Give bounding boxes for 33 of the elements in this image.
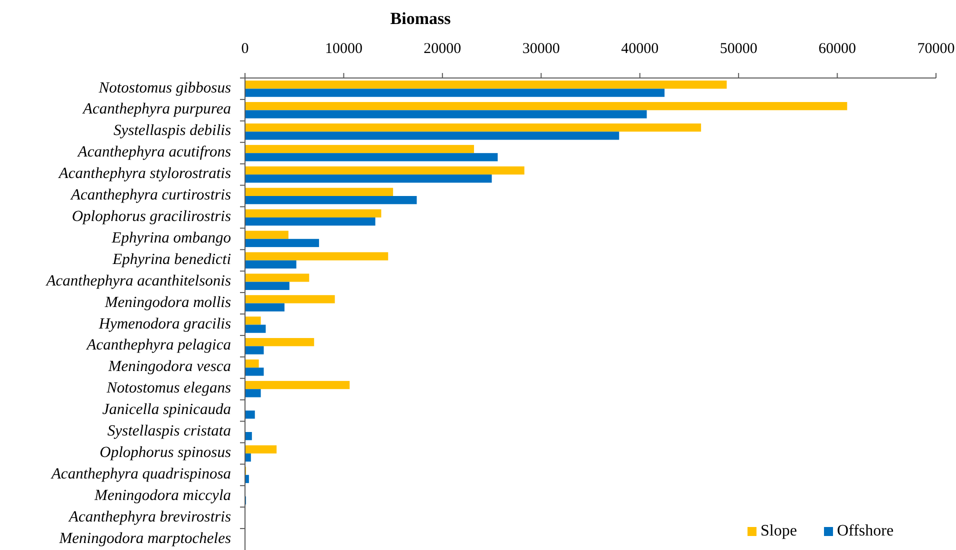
- y-tick-label: Acanthephyra acutifrons: [76, 144, 231, 161]
- y-tick-label: Meningodora mollis: [104, 294, 231, 311]
- y-tick-label: Acanthephyra brevirostris: [68, 508, 231, 526]
- legend-label: Offshore: [837, 522, 894, 540]
- x-tick-label: 10000: [324, 41, 362, 57]
- chart-title: Biomass: [390, 9, 452, 28]
- x-tick-label: 40000: [621, 41, 659, 57]
- y-tick-label: Acanthephyra stylorostratis: [58, 165, 231, 182]
- y-tick-label: Acanthephyra purpurea: [82, 100, 232, 118]
- y-tick-label: Oplophorus spinosus: [100, 444, 231, 462]
- x-tick-label: 70000: [917, 41, 955, 57]
- y-tick-label: Ephyrina ombango: [110, 229, 232, 246]
- y-tick-label: Meningodora vesca: [107, 358, 232, 376]
- y-tick-label: Acanthephyra quadrispinosa: [50, 465, 232, 482]
- x-tick-label: 20000: [424, 41, 462, 57]
- y-tick-label: Notostomus elegans: [106, 380, 231, 397]
- y-tick-label: Acanthephyra pelagica: [86, 336, 232, 354]
- y-tick-label: Acanthephyra curtirostris: [70, 186, 231, 204]
- y-tick-label: Systellaspis cristata: [107, 422, 232, 440]
- y-tick-label: Notostomus gibbosus: [98, 79, 231, 96]
- y-tick-label: Ephyrina benedicti: [112, 250, 231, 268]
- x-tick-label: 0: [241, 41, 249, 57]
- y-tick-label: Meningodora marptocheles: [58, 530, 231, 547]
- legend-label: Slope: [760, 522, 797, 540]
- y-tick-label: Acanthephyra acanthitelsonis: [45, 272, 231, 290]
- x-tick-label: 60000: [818, 41, 856, 57]
- y-tick-label: Oplophorus gracilirostris: [72, 208, 231, 226]
- x-tick-label: 50000: [720, 41, 758, 57]
- y-tick-label: Hymenodora gracilis: [98, 315, 231, 332]
- x-tick-label: 30000: [522, 41, 560, 57]
- y-tick-label: Janicella spinicauda: [102, 401, 232, 418]
- y-tick-label: Systellaspis debilis: [113, 122, 231, 140]
- y-tick-label: Meningodora miccyla: [94, 486, 232, 504]
